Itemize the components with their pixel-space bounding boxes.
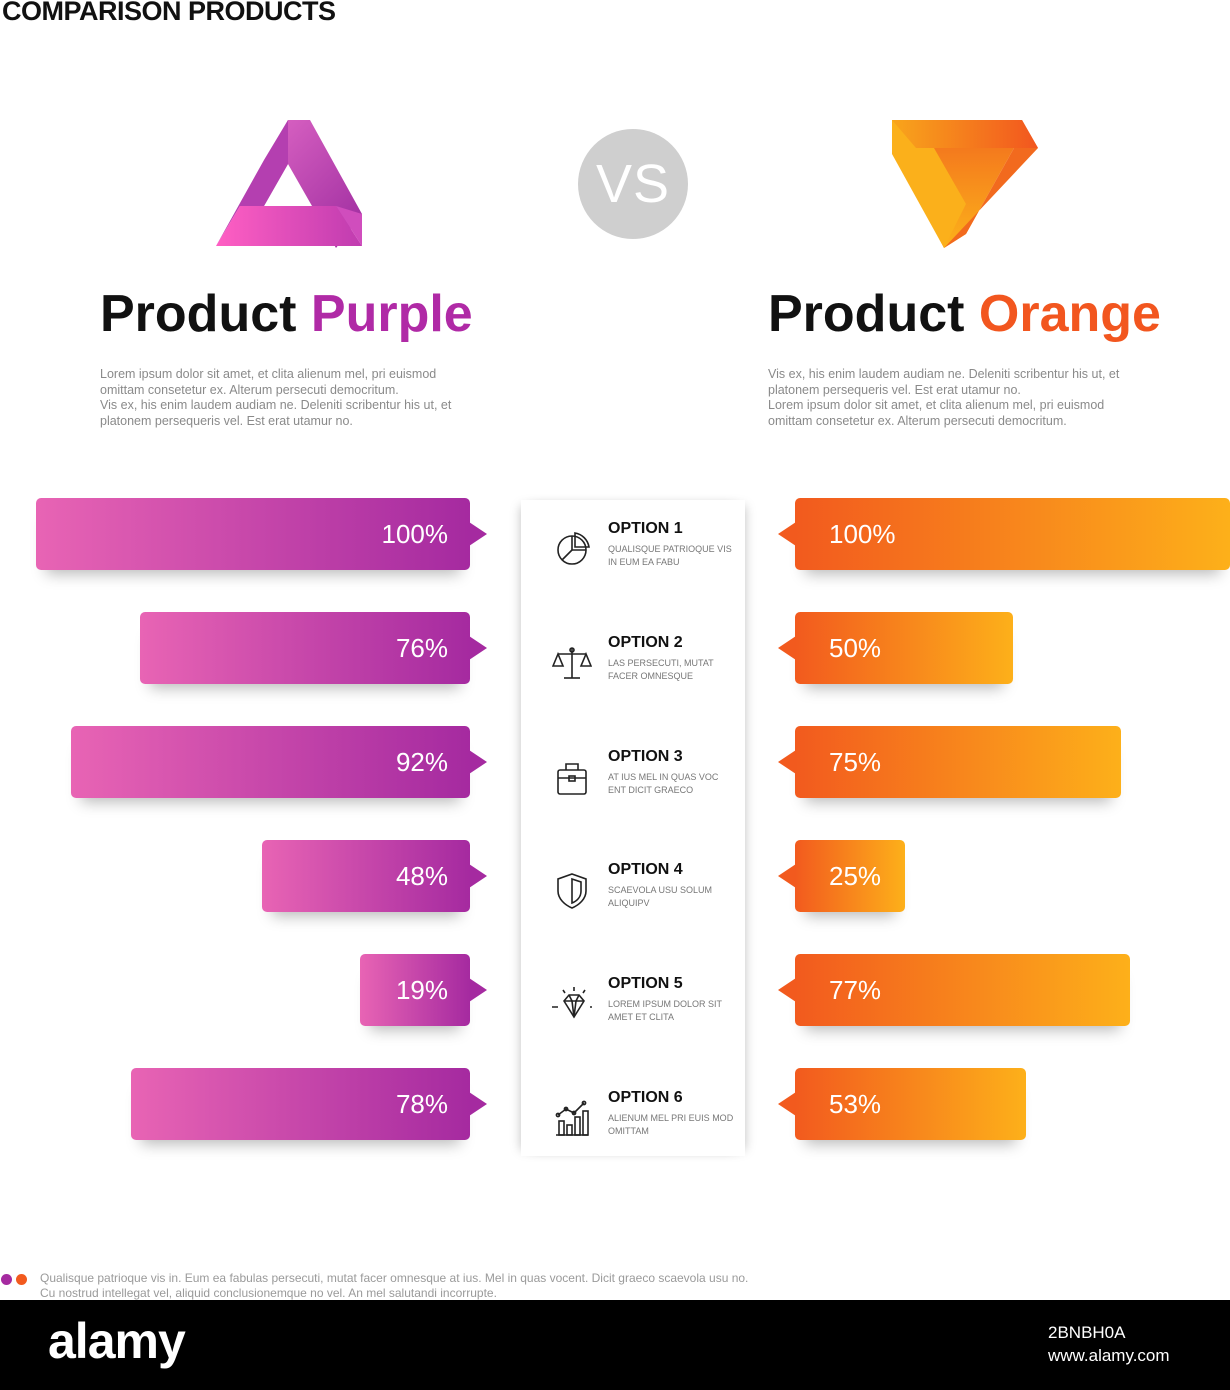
watermark-image-id: 2BNBH0A — [1048, 1323, 1126, 1342]
scales-icon — [552, 647, 592, 679]
description-line: platonem persequeris vel. Est erat utamu… — [100, 413, 353, 428]
option-title: OPTION 6 — [608, 1089, 683, 1106]
option-title: OPTION 3 — [608, 748, 683, 765]
footer-legend-dots — [1, 1272, 31, 1290]
product-description-orange: Vis ex, his enim laudem audiam ne. Delen… — [768, 367, 1178, 429]
page-title: COMPARISON PRODUCTS — [2, 0, 336, 26]
option-subtitle: SCAEVOLA USU SOLUM ALIQUIPV — [608, 885, 713, 908]
briefcase-icon — [557, 763, 587, 795]
product-title-name: Orange — [978, 285, 1161, 343]
bar-orange-1: 100% — [778, 498, 1230, 570]
option-title: OPTION 1 — [608, 520, 683, 537]
description-line: platonem persequeris vel. Est erat utamu… — [768, 382, 1021, 397]
product-title-orange: Product Orange — [768, 284, 1161, 344]
option-title: OPTION 2 — [608, 634, 683, 651]
product-title-prefix: Product — [100, 285, 297, 343]
bar-value-label: 53% — [829, 1089, 882, 1119]
watermark-logo: alamy — [48, 1313, 186, 1369]
purple-dot-icon — [1, 1274, 12, 1285]
description-line: omittam consetetur ex. Alterum persecuti… — [768, 413, 1067, 428]
option-item-2: OPTION 2 LAS PERSECUTI, MUTAT FACER OMNE… — [548, 630, 738, 710]
description-line: Vis ex, his enim laudem audiam ne. Delen… — [100, 398, 452, 412]
growth-chart-icon — [555, 1100, 589, 1136]
bar-purple-1: 100% — [36, 498, 487, 570]
bar-purple-4: 48% — [261, 840, 488, 912]
option-item-5: OPTION 5 LOREM IPSUM DOLOR SIT AMET ET C… — [548, 971, 738, 1051]
bar-purple-2: 76% — [140, 612, 487, 684]
description-line: Vis ex, his enim laudem audiam ne. Delen… — [768, 367, 1120, 381]
bar-orange-3: 75% — [777, 726, 1122, 798]
option-title: OPTION 5 — [608, 975, 683, 992]
bar-value-label: 50% — [829, 633, 882, 663]
bar-value-label: 100% — [829, 519, 896, 549]
option-item-6: OPTION 6 ALIENUM MEL PRI EUIS MOD OMITTA… — [548, 1085, 738, 1165]
option-subtitle: LAS PERSECUTI, MUTAT FACER OMNESQUE — [608, 658, 714, 681]
footer-note: Qualisque patrioque vis in. Eum ea fabul… — [40, 1271, 749, 1300]
bar-value-label: 92% — [395, 747, 448, 777]
bar-value-label: 77% — [829, 975, 882, 1005]
purple-triangle-logo — [216, 120, 362, 248]
bar-purple-3: 92% — [70, 726, 488, 798]
bar-value-label: 25% — [829, 861, 882, 891]
bar-value-label: 78% — [395, 1089, 448, 1119]
option-item-3: OPTION 3 AT IUS MEL IN QUAS VOC ENT DICI… — [548, 744, 738, 824]
option-subtitle: LOREM IPSUM DOLOR SIT AMET ET CLITA — [608, 999, 722, 1022]
bar-value-label: 100% — [381, 519, 449, 549]
description-line: Lorem ipsum dolor sit amet, et clita ali… — [768, 398, 1105, 412]
watermark-url: www.alamy.com — [1048, 1346, 1170, 1365]
bar-value-label: 48% — [395, 861, 448, 891]
options-panel — [521, 500, 745, 1156]
description-line: Lorem ipsum dolor sit amet, et clita ali… — [100, 367, 437, 381]
bar-orange-5: 77% — [778, 954, 1130, 1026]
description-line: omittam consetetur ex. Alterum persecuti… — [100, 382, 399, 397]
product-title-name: Purple — [310, 285, 473, 343]
option-item-1: OPTION 1 QUALISQUE PATRIOQUE VIS IN EUM … — [548, 516, 738, 596]
shield-icon — [557, 873, 587, 909]
pie-chart-icon — [557, 532, 590, 565]
product-title-prefix: Product — [768, 285, 965, 343]
bar-value-label: 19% — [395, 975, 448, 1005]
option-title: OPTION 4 — [608, 861, 683, 878]
bar-value-label: 76% — [395, 633, 448, 663]
orange-triangle-logo — [892, 120, 1038, 248]
product-title-purple: Product Purple — [100, 284, 473, 344]
option-subtitle: ALIENUM MEL PRI EUIS MOD OMITTAM — [608, 1113, 734, 1136]
bar-purple-5: 19% — [360, 954, 487, 1026]
option-subtitle: QUALISQUE PATRIOQUE VIS IN EUM EA FABU — [608, 544, 732, 567]
orange-dot-icon — [16, 1274, 27, 1285]
product-description-purple: Lorem ipsum dolor sit amet, et clita ali… — [100, 367, 510, 429]
watermark-bar — [0, 1300, 1230, 1390]
bar-orange-4: 25% — [778, 840, 905, 912]
bar-orange-2: 50% — [778, 612, 1013, 684]
option-item-4: OPTION 4 SCAEVOLA USU SOLUM ALIQUIPV — [548, 857, 738, 937]
vs-badge: VS — [578, 129, 688, 239]
bar-value-label: 75% — [829, 747, 882, 777]
diamond-icon — [552, 987, 592, 1019]
bar-purple-6: 78% — [131, 1068, 487, 1140]
bar-orange-6: 53% — [778, 1068, 1026, 1140]
option-subtitle: AT IUS MEL IN QUAS VOC ENT DICIT GRAECO — [608, 772, 719, 795]
